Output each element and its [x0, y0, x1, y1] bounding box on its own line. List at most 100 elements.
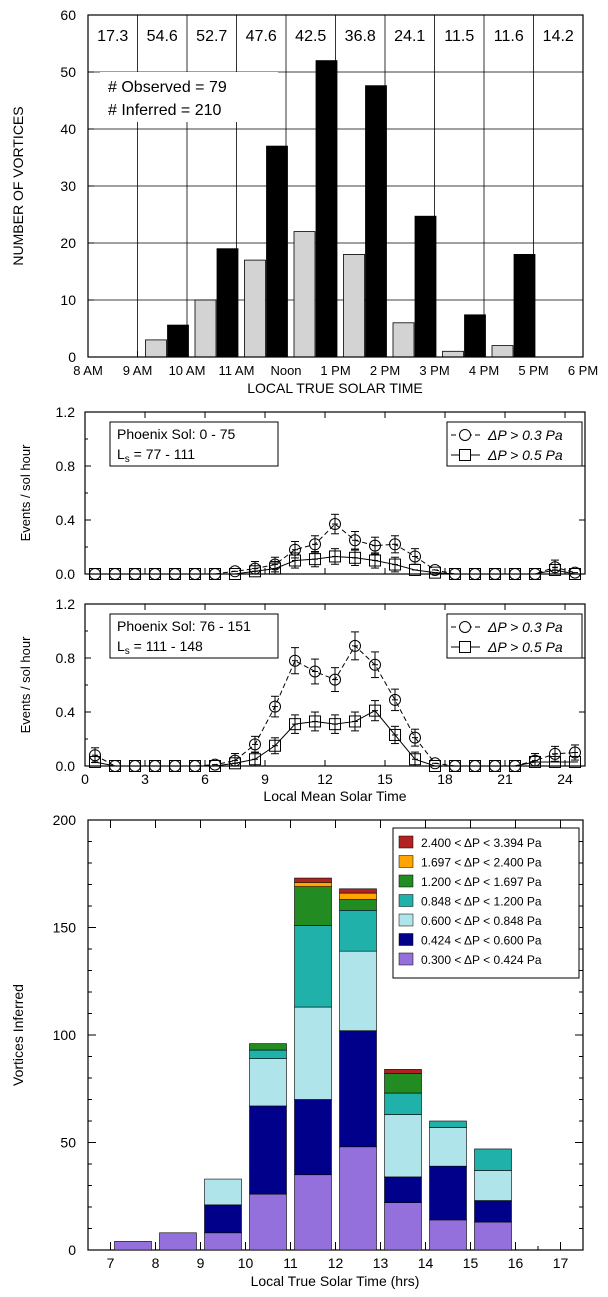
y-tick-label: 1.2: [56, 596, 76, 612]
data-point-square: [89, 568, 101, 580]
data-point-square: [529, 755, 541, 768]
stacked-bar-segment: [429, 1219, 467, 1251]
sol-range-label: Phoenix Sol: 76 - 151: [117, 618, 251, 634]
y-tick-label: 100: [53, 1027, 77, 1043]
stacked-bar-segment: [339, 892, 377, 900]
bar: [167, 324, 189, 358]
top-row-value: 36.8: [345, 28, 376, 45]
x-tick-label: 2 PM: [370, 363, 400, 378]
y-tick-label: 0.0: [56, 566, 76, 582]
data-point-square: [569, 755, 581, 768]
y-axis-label: Events / sol hour: [18, 636, 33, 733]
stacked-bar-segment: [294, 882, 332, 887]
data-point-square: [209, 760, 221, 772]
y-tick-label: 1.2: [56, 404, 76, 420]
y-tick-label: 0.0: [56, 758, 76, 774]
y-tick-label: 20: [60, 235, 76, 251]
data-point-square: [529, 568, 541, 580]
x-tick-label: 6: [201, 771, 209, 787]
top-row-value: 24.1: [394, 28, 425, 45]
legend-marker-square: [459, 641, 471, 653]
legend-label: 2.400 < ΔP < 3.394 Pa: [421, 836, 542, 850]
data-point-square: [109, 760, 121, 772]
stacked-bar-segment: [474, 1221, 512, 1251]
stacked-bar-segment: [339, 888, 377, 894]
top-row-value: 11.6: [494, 28, 524, 45]
x-tick-label: 11: [283, 1255, 298, 1271]
stacked-bar-segment: [429, 1120, 467, 1128]
panel-events-sol-0-75: 0.0 0.4 0.8 1.2 Phoenix Sol: 0 - 75 Ls = 77 -…: [18, 404, 586, 582]
legend-label: 1.697 < ΔP < 2.400 Pa: [421, 856, 542, 870]
data-point-circle: [329, 518, 341, 531]
data-point-square: [329, 718, 341, 731]
data-point-circle: [389, 693, 401, 706]
legend-swatch: [398, 894, 414, 907]
y-tick-label: 0.8: [56, 650, 76, 666]
stacked-bar-segment: [474, 1170, 512, 1201]
stacked-bar-segment: [384, 1176, 422, 1204]
data-point-square: [449, 760, 461, 772]
data-point-square: [509, 760, 521, 772]
data-point-square: [189, 568, 201, 580]
legend-swatch: [398, 835, 414, 849]
stacked-bar-segment: [339, 950, 377, 1032]
stacked-bar-segment: [474, 1148, 512, 1171]
x-tick-label: 13: [373, 1255, 389, 1271]
ls-range-label: Ls = 77 - 111: [117, 446, 195, 465]
x-axis-label: Local True Solar Time (hrs): [251, 1273, 420, 1289]
legend-label: 0.300 < ΔP < 0.424 Pa: [421, 953, 542, 967]
data-point-square: [129, 760, 141, 772]
x-tick-label: 3: [141, 771, 149, 787]
x-tick-label: 8 AM: [73, 363, 103, 378]
stacked-bar-segment: [294, 877, 332, 883]
top-row-cell-bg: [337, 18, 383, 43]
x-tick-label: 0: [81, 771, 89, 787]
data-point-square: [389, 558, 401, 571]
bar: [491, 345, 514, 358]
x-tick-label: 15: [377, 771, 393, 787]
stacked-bar-segment: [249, 1043, 287, 1051]
x-tick-label: 21: [497, 771, 513, 787]
legend-swatch: [398, 874, 414, 888]
data-point-circle: [89, 749, 101, 762]
data-point-square: [169, 760, 181, 772]
stacked-bar-segment: [249, 1105, 287, 1195]
y-tick-label: 0: [68, 349, 76, 365]
data-point-square: [489, 568, 501, 580]
data-point-square: [229, 568, 241, 580]
bar: [244, 259, 266, 358]
data-point-square: [549, 755, 561, 768]
data-point-square: [249, 753, 261, 766]
y-tick-label: 40: [60, 121, 76, 137]
stacked-bar-segment: [114, 1241, 152, 1251]
observed-count-label: # Observed = 79: [108, 79, 227, 96]
legend-label: ΔP > 0.3 Pa: [487, 427, 563, 443]
legend-label: ΔP > 0.3 Pa: [487, 619, 563, 635]
stacked-bar-segment: [294, 1174, 332, 1251]
top-row-value: 54.6: [147, 28, 178, 45]
data-point-square: [429, 566, 441, 579]
stacked-bar-segment: [294, 1006, 332, 1100]
y-axis-label: NUMBER OF VORTICES: [10, 106, 26, 265]
data-point-circle: [569, 746, 581, 759]
legend-marker-circle: [459, 429, 471, 441]
stacked-bar-segment: [384, 1092, 422, 1115]
data-point-square: [469, 568, 481, 580]
annotation-box: [100, 72, 278, 122]
top-row-cell-bg: [139, 18, 185, 43]
data-point-square: [429, 760, 441, 772]
stacked-bar-segment: [249, 1193, 287, 1251]
y-axis-label: Events / sol hour: [18, 444, 33, 541]
x-tick-label: 1 PM: [320, 363, 350, 378]
legend-label: 0.600 < ΔP < 0.848 Pa: [421, 914, 542, 928]
stacked-bar-segment: [429, 1165, 467, 1221]
top-row-cell-bg: [189, 18, 235, 43]
data-point-square: [269, 739, 281, 752]
data-point-square: [89, 755, 101, 768]
x-tick-label: 3 PM: [419, 363, 449, 378]
data-point-square: [409, 563, 421, 576]
inferred-count-label: # Inferred = 210: [108, 102, 222, 119]
x-tick-label: 14: [418, 1255, 434, 1271]
x-tick-label: 11 AM: [219, 363, 255, 378]
bar: [513, 253, 536, 358]
